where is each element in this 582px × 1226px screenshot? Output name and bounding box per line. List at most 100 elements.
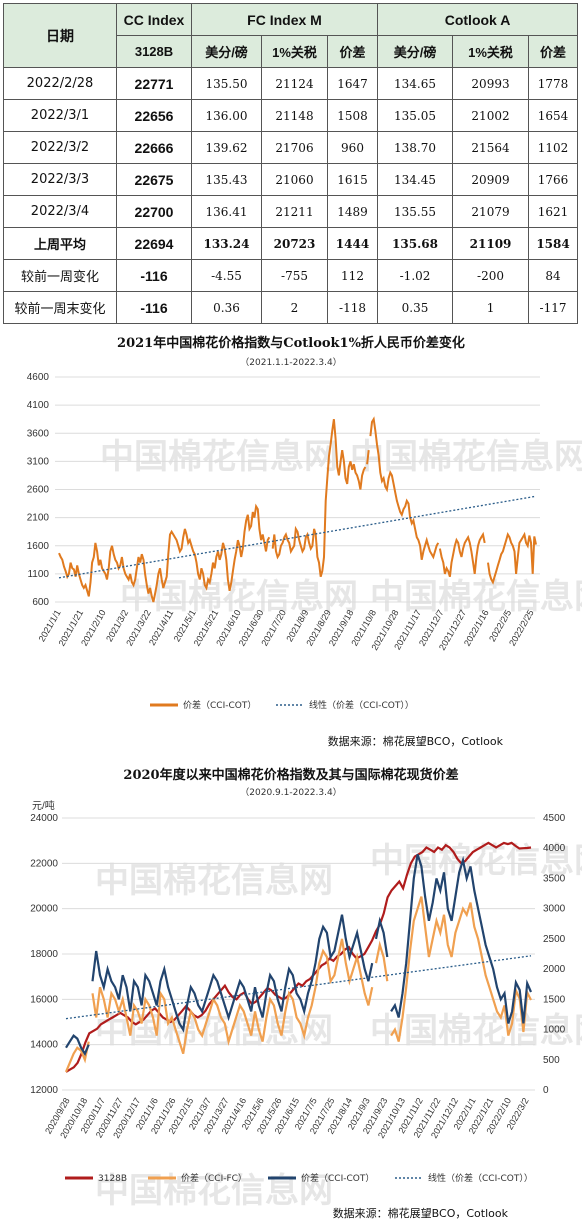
chart1-y-tick: 3100: [27, 456, 50, 467]
chart1-y-tick: 3600: [27, 428, 50, 439]
cell-fc-cents: -4.55: [191, 259, 262, 292]
chart1-y-tick: 1100: [27, 569, 49, 580]
cell-cot-cents: 134.45: [377, 163, 454, 196]
cell-fc-diff: 1615: [326, 163, 379, 196]
cell-cot-cents: -1.02: [377, 259, 454, 292]
chart2-y-left-tick: 14000: [30, 1040, 58, 1051]
chart2-series-cci-cot: [65, 853, 533, 1057]
chart2-y-left-tick: 18000: [30, 949, 58, 960]
subheader-cot-diff: 价差: [528, 35, 579, 68]
cell-cot-tariff: 21079: [452, 195, 530, 228]
cell-cot-diff: 1654: [528, 99, 579, 132]
date-header: 日期: [3, 3, 117, 68]
cell-cc: 22694: [116, 227, 192, 260]
subheader-cot-tariff: 1%关税: [452, 35, 530, 68]
cell-cot-cents: 0.35: [377, 291, 454, 324]
chart1-y-tick: 600: [32, 597, 49, 608]
cell-fc-tariff: 2: [261, 291, 328, 324]
chart2-x-axis: 2020/9/282020/10/182020/11/72020/11/2720…: [43, 1096, 531, 1140]
chart2-title: 2020年度以来中国棉花价格指数及其与国际棉花现货价差: [123, 767, 458, 783]
cotlook-header: Cotlook A: [377, 3, 579, 36]
legend-label-3128b: 3128B: [98, 1174, 127, 1184]
cell-cc: 22666: [116, 131, 192, 164]
cell-cot-diff: 1766: [528, 163, 579, 196]
table-row: 上周平均 22694 133.24 20723 1444 135.68 21109 1584: [3, 227, 579, 260]
chart1-plot-area: [58, 416, 537, 603]
chart1-y-tick: 4100: [27, 400, 50, 411]
chart2-plot-area: [64, 841, 533, 1073]
cell-fc-tariff: 21211: [261, 195, 328, 228]
cell-date: 2022/3/1: [3, 99, 117, 132]
cell-cot-tariff: 21002: [452, 99, 530, 132]
cell-fc-cents: 139.62: [191, 131, 262, 164]
table-row: 2022/2/28 22771 135.50 21124 1647 134.65 20993…: [3, 67, 579, 100]
cell-cot-diff: 1778: [528, 67, 579, 100]
table-row: 较前一周末变化 -116 0.36 2 -118 0.35 1 -117: [3, 291, 579, 324]
cell-cot-diff: -117: [528, 291, 579, 324]
cell-date: 2022/3/3: [3, 163, 117, 196]
cell-fc-tariff: 21148: [261, 99, 328, 132]
chart2-y-right-tick: 3500: [543, 873, 566, 884]
cell-date: 较前一周末变化: [3, 291, 117, 324]
legend-label-trend2: 线性（价差（CCI-COT））: [428, 1172, 533, 1184]
chart2-series-3128b: [65, 841, 532, 1073]
cell-cot-diff: 84: [528, 259, 579, 292]
cell-cot-cents: 134.65: [377, 67, 454, 100]
subheader-fc-diff: 价差: [326, 35, 379, 68]
cell-cc: 22771: [116, 67, 192, 100]
chart-index-spread-2020: 中国棉花信息网 中国棉花信息网 中国棉花信息网 中国棉花信息网 中国棉花信息网 …: [30, 767, 582, 1220]
cell-cc: 22675: [116, 163, 192, 196]
cell-cot-diff: 1102: [528, 131, 579, 164]
chart2-y-left-tick: 12000: [30, 1085, 58, 1096]
legend-label-cci-cot: 价差（CCI-COT）: [301, 1172, 374, 1184]
cell-cot-tariff: 20993: [452, 67, 530, 100]
cell-fc-tariff: 21706: [261, 131, 328, 164]
cell-cot-tariff: 21109: [452, 227, 530, 260]
watermark-brand-5: 中国棉花信息网: [95, 861, 333, 901]
watermark-brand-1: 中国棉花信息网: [100, 437, 338, 477]
cell-cot-cents: 135.68: [377, 227, 454, 260]
chart2-series-cci-fc: [64, 896, 532, 1073]
cell-fc-diff: 1647: [326, 67, 379, 100]
cell-cot-tariff: 1: [452, 291, 530, 324]
cell-fc-cents: 133.24: [191, 227, 262, 260]
chart2-unit-label: 元/吨: [32, 799, 55, 812]
chart1-y-tick: 2100: [27, 513, 50, 524]
chart1-legend: 价差（CCI-COT） 线性（价差（CCI-COT））: [150, 699, 414, 711]
subheader-3128b: 3128B: [116, 35, 192, 68]
cell-cot-cents: 135.05: [377, 99, 454, 132]
chart2-source: 数据来源：棉花展望BCO，Cotlook: [333, 1206, 509, 1220]
watermark-brand-3: 中国棉花信息网: [370, 577, 582, 617]
cell-cot-tariff: 20909: [452, 163, 530, 196]
subheader-fc-tariff: 1%关税: [261, 35, 328, 68]
cell-fc-tariff: 21060: [261, 163, 328, 196]
chart1-x-axis: 2021/1/12021/1/212021/2/102021/3/22021/3…: [37, 608, 536, 652]
table-row: 2022/3/4 22700 136.41 21211 1489 135.55 21079 1…: [3, 195, 579, 228]
table-row: 2022/3/2 22666 139.62 21706 960 138.70 21564 11…: [3, 131, 579, 164]
cell-cc: -116: [116, 291, 192, 324]
cell-cot-diff: 1584: [528, 227, 579, 260]
chart1-series-spread: [58, 416, 537, 603]
chart1-source: 数据来源：棉花展望BCO，Cotlook: [328, 734, 504, 748]
cell-fc-diff: 1508: [326, 99, 379, 132]
chart1-y-tick: 1600: [27, 541, 50, 552]
cell-fc-diff: 112: [326, 259, 379, 292]
chart2-y-left-tick: 24000: [30, 813, 58, 824]
chart2-y-right-tick: 0: [543, 1085, 549, 1096]
chart2-y-left-tick: 20000: [30, 904, 58, 915]
cell-date: 2022/2/28: [3, 67, 117, 100]
chart2-subtitle: （2020.9.1-2022.3.4）: [240, 787, 341, 798]
chart2-y-right-tick: 2000: [543, 964, 566, 975]
legend-label-trend: 线性（价差（CCI-COT））: [309, 699, 414, 711]
table-row: 2022/3/1 22656 136.00 21148 1508 135.05 21002 1…: [3, 99, 579, 132]
cell-cot-diff: 1621: [528, 195, 579, 228]
cell-cot-cents: 135.55: [377, 195, 454, 228]
watermark: 中国棉花信息网 中国棉花信息网 中国棉花信息网 中国棉花信息网: [100, 437, 582, 617]
cell-cot-cents: 138.70: [377, 131, 454, 164]
cell-fc-diff: 1444: [326, 227, 379, 260]
cell-fc-diff: 960: [326, 131, 379, 164]
chart2-y-left-tick: 22000: [30, 858, 58, 869]
cell-fc-cents: 135.43: [191, 163, 262, 196]
subheader-fc-cents: 美分/磅: [191, 35, 262, 68]
chart-price-spread-2021: 中国棉花信息网 中国棉花信息网 中国棉花信息网 中国棉花信息网 2021年中国棉…: [27, 335, 582, 748]
